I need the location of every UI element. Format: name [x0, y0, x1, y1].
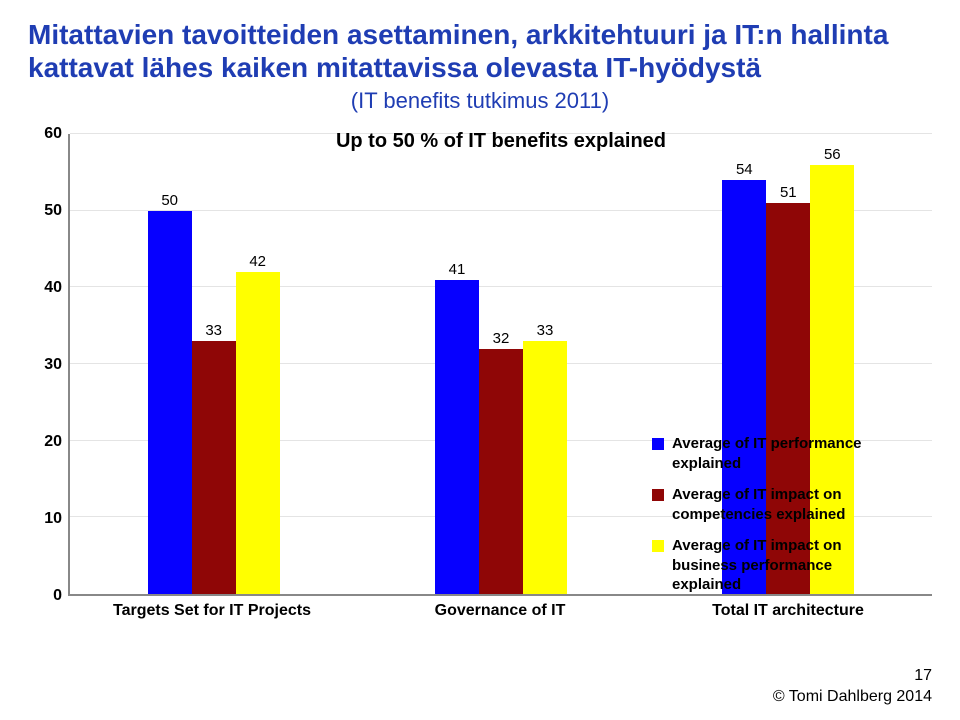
legend-item: Average of IT impact on competencies exp…	[652, 485, 892, 524]
legend-swatch	[652, 489, 664, 501]
bar-value-label: 33	[537, 322, 554, 339]
bar-group: 41 32 33	[357, 134, 644, 594]
y-tick: 60	[44, 125, 62, 143]
legend-label: Average of IT impact on business perform…	[672, 536, 892, 595]
legend-label: Average of IT impact on competencies exp…	[672, 485, 892, 524]
copyright: © Tomi Dahlberg 2014	[773, 686, 932, 708]
y-axis: 0102030405060	[28, 134, 68, 596]
y-tick: 0	[53, 587, 62, 605]
slide: Mitattavien tavoitteiden asettaminen, ar…	[0, 0, 960, 720]
bar-value-label: 32	[493, 330, 510, 347]
x-axis-label: Targets Set for IT Projects	[68, 596, 356, 634]
y-tick: 40	[44, 279, 62, 297]
legend-swatch	[652, 540, 664, 552]
bar-value-label: 51	[780, 184, 797, 201]
y-tick: 50	[44, 202, 62, 220]
bar-value-label: 42	[249, 253, 266, 270]
legend-swatch	[652, 438, 664, 450]
x-axis-label: Governance of IT	[356, 596, 644, 634]
bar-rect	[236, 272, 280, 594]
y-tick: 20	[44, 433, 62, 451]
page-title: Mitattavien tavoitteiden asettaminen, ar…	[28, 18, 932, 84]
bar-rect	[435, 280, 479, 594]
bar-value-label: 54	[736, 161, 753, 178]
legend-item: Average of IT impact on business perform…	[652, 536, 892, 595]
bar-value-label: 50	[161, 192, 178, 209]
bar-value-label: 41	[449, 261, 466, 278]
legend-item: Average of IT performance explained	[652, 434, 892, 473]
legend-label: Average of IT performance explained	[672, 434, 892, 473]
y-tick: 10	[44, 510, 62, 528]
bar: 33	[192, 134, 236, 594]
bar: 33	[523, 134, 567, 594]
bar-value-label: 33	[205, 322, 222, 339]
chart: 0102030405060 Up to 50 % of IT benefits …	[28, 134, 932, 634]
y-tick: 30	[44, 356, 62, 374]
bar-value-label: 56	[824, 146, 841, 163]
page-subtitle: (IT benefits tutkimus 2011)	[28, 88, 932, 114]
footer: 17 © Tomi Dahlberg 2014	[773, 665, 932, 708]
bar-group: 50 33 42	[70, 134, 357, 594]
bar-rect	[523, 341, 567, 594]
bar: 50	[148, 134, 192, 594]
bar-rect	[192, 341, 236, 594]
bar-rect	[148, 211, 192, 594]
bar-rect	[479, 349, 523, 594]
bar: 32	[479, 134, 523, 594]
bar: 42	[236, 134, 280, 594]
page-number: 17	[773, 665, 932, 687]
legend: Average of IT performance explained Avera…	[652, 434, 892, 607]
bar: 41	[435, 134, 479, 594]
